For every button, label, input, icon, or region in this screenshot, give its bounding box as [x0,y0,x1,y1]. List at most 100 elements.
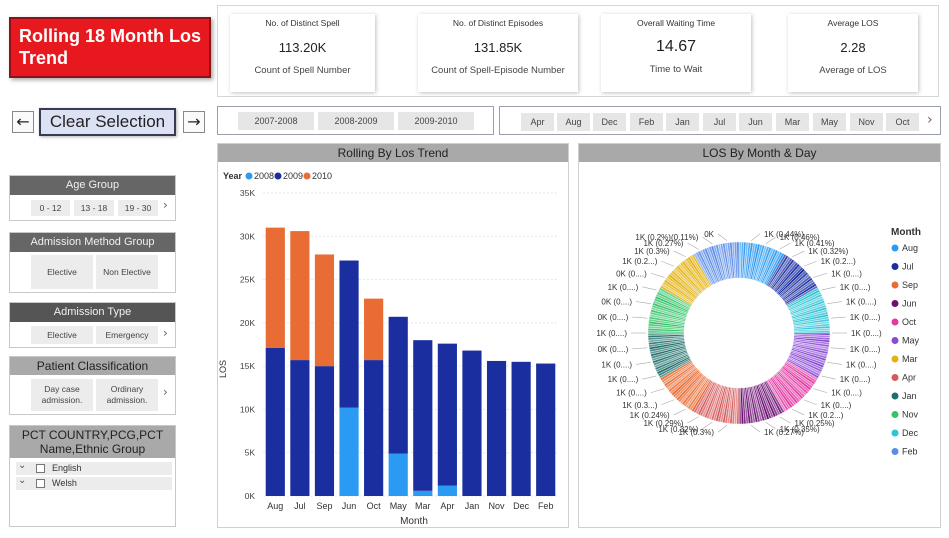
los-by-month-day-chart: LOS By Month & Day 1K (0.44%) 1K (0.46%) 1… [578,143,941,528]
checkbox[interactable] [36,464,45,473]
label-leader [661,399,675,406]
year-chip[interactable]: 2007-2008 [238,112,314,130]
year-chip[interactable]: 2008-2009 [318,112,394,130]
bar-segment-2009[interactable] [314,366,335,496]
month-chip[interactable]: Dec [593,113,626,131]
filter-option[interactable]: Elective [31,255,93,289]
chevron-right-icon[interactable]: › [163,198,168,212]
month-chip[interactable]: Jul [703,113,736,131]
filter-option[interactable]: Ordinary admission. [96,379,158,411]
slice-data-label: 1K (0....) [601,360,632,369]
filter-option[interactable]: 13 - 18 [74,200,114,216]
bar-segment-2009[interactable] [413,340,433,491]
forward-arrow-icon[interactable]: → [183,111,205,133]
label-leader [750,424,761,433]
x-axis-label: Month [400,516,428,527]
tree-item[interactable]: ⌄ English [16,460,172,475]
kpi-subtitle: Count of Spell-Episode Number [431,65,565,76]
bar-segment-2009[interactable] [511,361,531,496]
chevron-down-icon[interactable]: ⌄ [18,475,27,486]
bar-segment-2009[interactable] [437,343,457,486]
checkbox[interactable] [36,479,45,488]
bar-segment-2010[interactable] [290,231,310,361]
slice-data-label: 1K (0....) [850,313,881,322]
month-chip[interactable]: Aug [557,113,590,131]
legend-title: Month [891,227,921,238]
chevron-right-icon[interactable]: › [163,326,168,340]
donut-slice[interactable] [736,241,740,279]
slice-data-label: 1K (0....) [596,329,627,338]
tree-item-label: Welsh [52,478,77,488]
label-leader [702,421,713,430]
slice-data-label: 1K (0....) [616,389,647,398]
chevron-right-icon[interactable]: › [927,112,933,128]
month-chip[interactable]: Jan [666,113,699,131]
x-tick-label: May [390,501,408,511]
legend-marker [245,172,253,180]
kpi-subtitle: Time to Wait [649,64,703,75]
kpi-card-spells: No. of Distinct Spell 113.20K Count of S… [230,14,375,92]
label-leader [673,408,686,416]
label-leader [636,301,651,305]
filter-option[interactable]: 0 - 12 [31,200,70,216]
kpi-value: 113.20K [278,40,327,55]
tree-item[interactable]: ⌄ Welsh [16,475,172,490]
slice-data-label: 1K (0....) [608,283,639,292]
bar-segment-2008[interactable] [413,490,433,496]
label-leader [821,375,836,380]
slice-data-label: 1K (0....) [846,360,877,369]
legend-marker [891,300,899,307]
month-chip[interactable]: Oct [886,113,919,131]
bar-segment-2009[interactable] [339,260,359,408]
filter-option[interactable]: Elective [31,326,93,344]
bar-segment-2010[interactable] [364,298,384,361]
bar-segment-2009[interactable] [364,360,384,496]
bar-segment-2008[interactable] [339,407,359,496]
slice-data-label: 1K (0.32%) [658,425,698,434]
slice-data-label: 1K (0....) [851,329,882,338]
slice-data-label: 1K (0....) [850,345,881,354]
tree-item-label: English [52,463,82,473]
label-leader [687,416,699,424]
month-chip[interactable]: May [813,113,846,131]
month-chip[interactable]: Apr [521,113,554,131]
label-leader [632,316,648,319]
bar-segment-2009[interactable] [388,316,408,454]
filter-option[interactable]: Non Elective [96,255,158,289]
bar-segment-2008[interactable] [388,453,408,496]
slice-data-label: 1K (0.27%) [643,239,683,248]
bar-segment-2010[interactable] [314,254,335,367]
slice-data-label: 1K (0.24%) [630,411,670,420]
bar-segment-2009[interactable] [536,363,556,496]
back-arrow-icon[interactable]: ← [12,111,34,133]
patient-classification-filter: Patient Classification Day case admissio… [9,356,176,415]
legend-label: Jul [902,262,914,272]
bar-segment-2010[interactable] [265,227,285,348]
chevron-down-icon[interactable]: ⌄ [18,460,27,471]
filter-option[interactable]: Day case admission. [31,379,93,411]
bar-segment-2009[interactable] [462,350,482,496]
filter-option[interactable]: Emergency [96,326,158,344]
bar-segment-2008[interactable] [437,485,457,496]
bar-segment-2009[interactable] [290,360,310,496]
slice-data-label: 0K [704,230,714,239]
filter-title: Patient Classification [10,357,175,375]
legend-marker [891,281,899,289]
x-tick-label: Aug [267,501,283,511]
donut-slices [647,241,831,425]
filter-option[interactable]: 19 - 30 [118,200,158,216]
year-chip[interactable]: 2009-2010 [398,112,474,130]
clear-selection-button[interactable]: Clear Selection [39,108,176,136]
y-tick-label: 30K [240,231,255,241]
slice-data-label: 1K (0.29%) [643,419,683,428]
bars: Aug Jul Sep Jun Oct May Mar Apr Jan Nov Dec Feb [265,227,556,511]
month-chip[interactable]: Feb [630,113,663,131]
chevron-right-icon[interactable]: › [163,385,168,399]
month-chip[interactable]: Nov [850,113,883,131]
month-chip[interactable]: Jun [739,113,772,131]
slice-data-label: 1K (0.46%) [780,233,820,242]
label-leader [779,416,791,424]
bar-segment-2009[interactable] [265,347,285,496]
month-chip[interactable]: Mar [776,113,809,131]
bar-segment-2009[interactable] [486,360,507,496]
